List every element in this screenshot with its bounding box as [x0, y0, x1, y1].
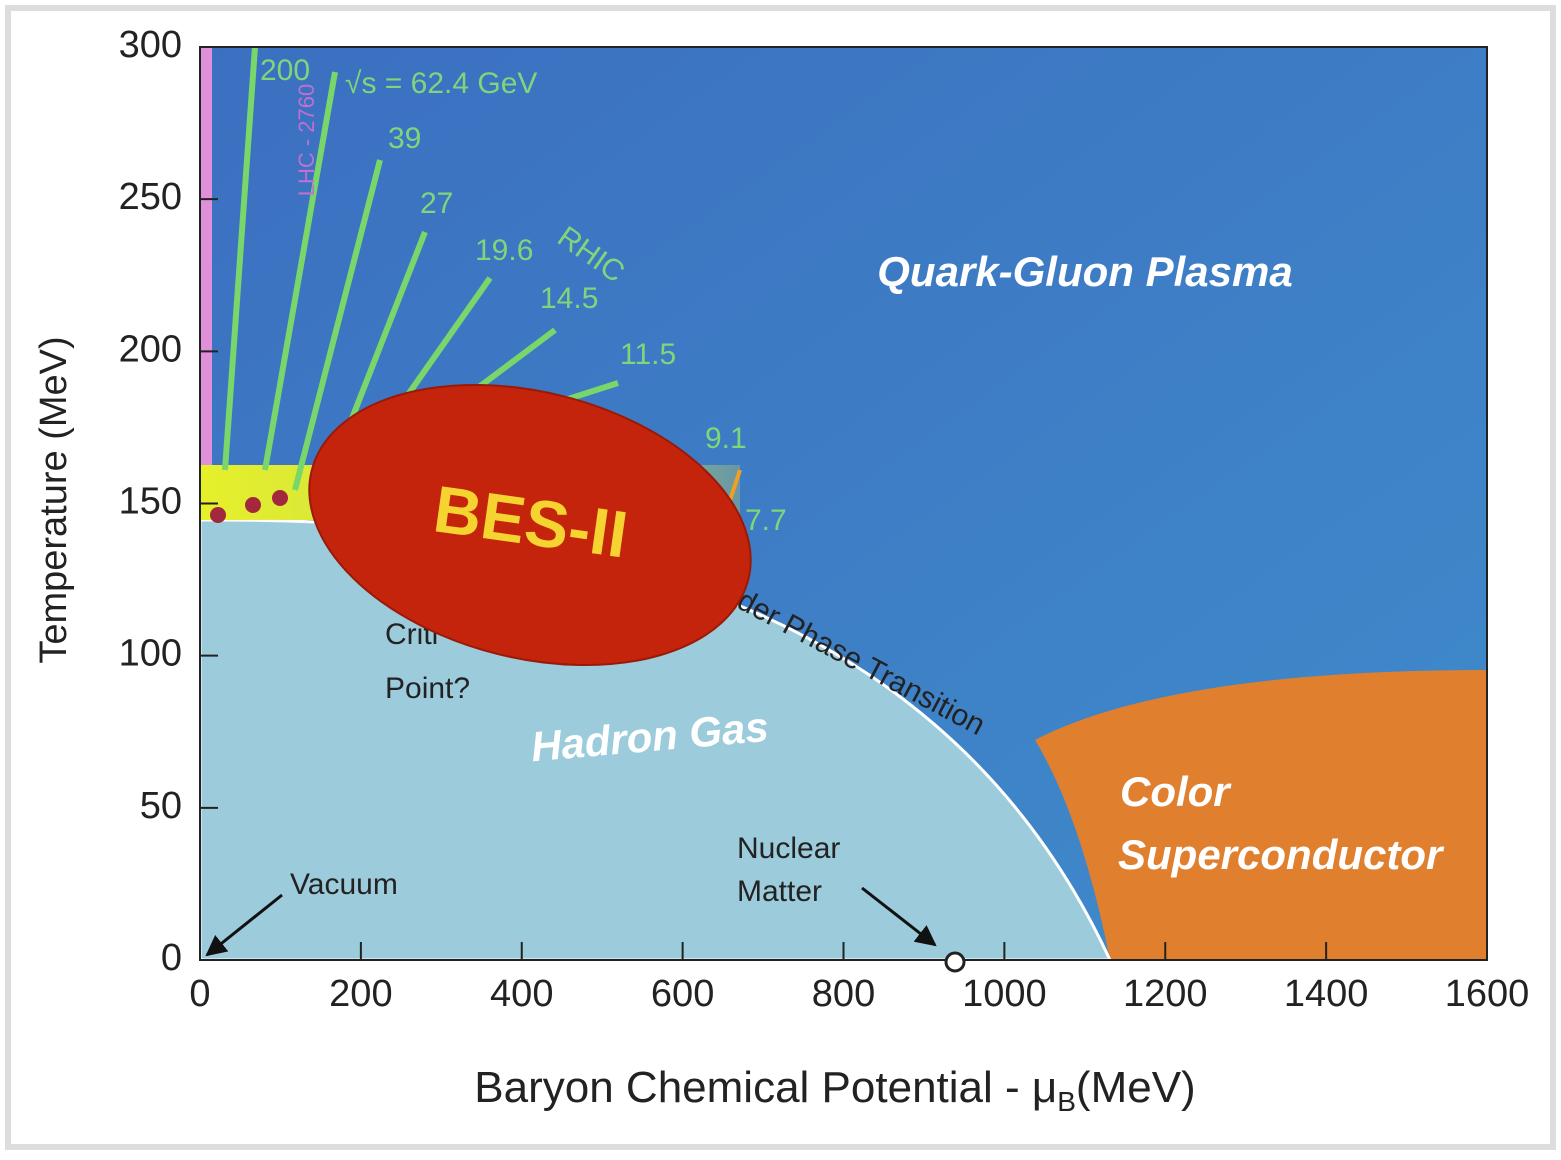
x-label-main: Baryon Chemical Potential - μ	[474, 1063, 1057, 1112]
x-label-sub: B	[1057, 1086, 1076, 1117]
nuclear-point	[944, 951, 966, 973]
y-tick-label: 200	[119, 328, 182, 370]
x-tick-label: 400	[490, 973, 553, 1015]
y-tick-label: 250	[119, 176, 182, 218]
energy-label: √s = 62.4 GeV	[345, 67, 537, 100]
x-tick-label: 0	[189, 973, 210, 1015]
region-label: Quark-Gluon Plasma	[877, 248, 1292, 296]
y-tick-label: 0	[161, 937, 182, 979]
energy-label: 7.7	[745, 504, 787, 537]
y-tick-label: 300	[119, 24, 182, 66]
energy-label: 11.5	[620, 338, 676, 371]
region-label: Superconductor	[1118, 831, 1445, 878]
x-tick-label: 600	[651, 973, 714, 1015]
energy-label: 9.1	[705, 422, 747, 455]
x-tick-label: 1400	[1284, 973, 1369, 1015]
y-tick-label: 100	[119, 633, 182, 675]
x-tick-label: 200	[329, 973, 392, 1015]
x-tick-label: 800	[812, 973, 875, 1015]
y-tick-label: 50	[140, 785, 182, 827]
x-tick-label: 1200	[1123, 973, 1208, 1015]
arrow	[205, 893, 283, 957]
energy-label: 14.5	[540, 282, 598, 315]
x-tick-label: 1000	[962, 973, 1047, 1015]
region-label: Color	[1120, 768, 1232, 815]
y-tick-label: 150	[119, 481, 182, 523]
nuclear-label: Matter	[737, 875, 822, 908]
energy-label: 27	[420, 187, 453, 220]
critical-label: Point?	[385, 672, 470, 705]
arrow	[861, 886, 937, 947]
badge	[308, 383, 752, 667]
energy-label: 19.6	[475, 234, 533, 267]
lhc-label: LHC - 2760	[294, 84, 319, 197]
energy-line	[728, 469, 742, 501]
x-label-unit: (MeV)	[1076, 1063, 1196, 1112]
vacuum-label: Vacuum	[290, 868, 398, 901]
lhc-stripe	[200, 47, 212, 465]
freezeout-points	[210, 490, 288, 523]
energy-label: 200	[260, 54, 310, 87]
y-axis-label: Temperature (MeV)	[33, 336, 75, 663]
x-tick-label: 1600	[1445, 973, 1530, 1015]
x-axis-label: Baryon Chemical Potential - μB(MeV)	[474, 1063, 1195, 1118]
nuclear-label: Nuclear	[737, 832, 840, 865]
energy-label: 39	[388, 122, 421, 155]
csc-region	[1035, 670, 1487, 960]
